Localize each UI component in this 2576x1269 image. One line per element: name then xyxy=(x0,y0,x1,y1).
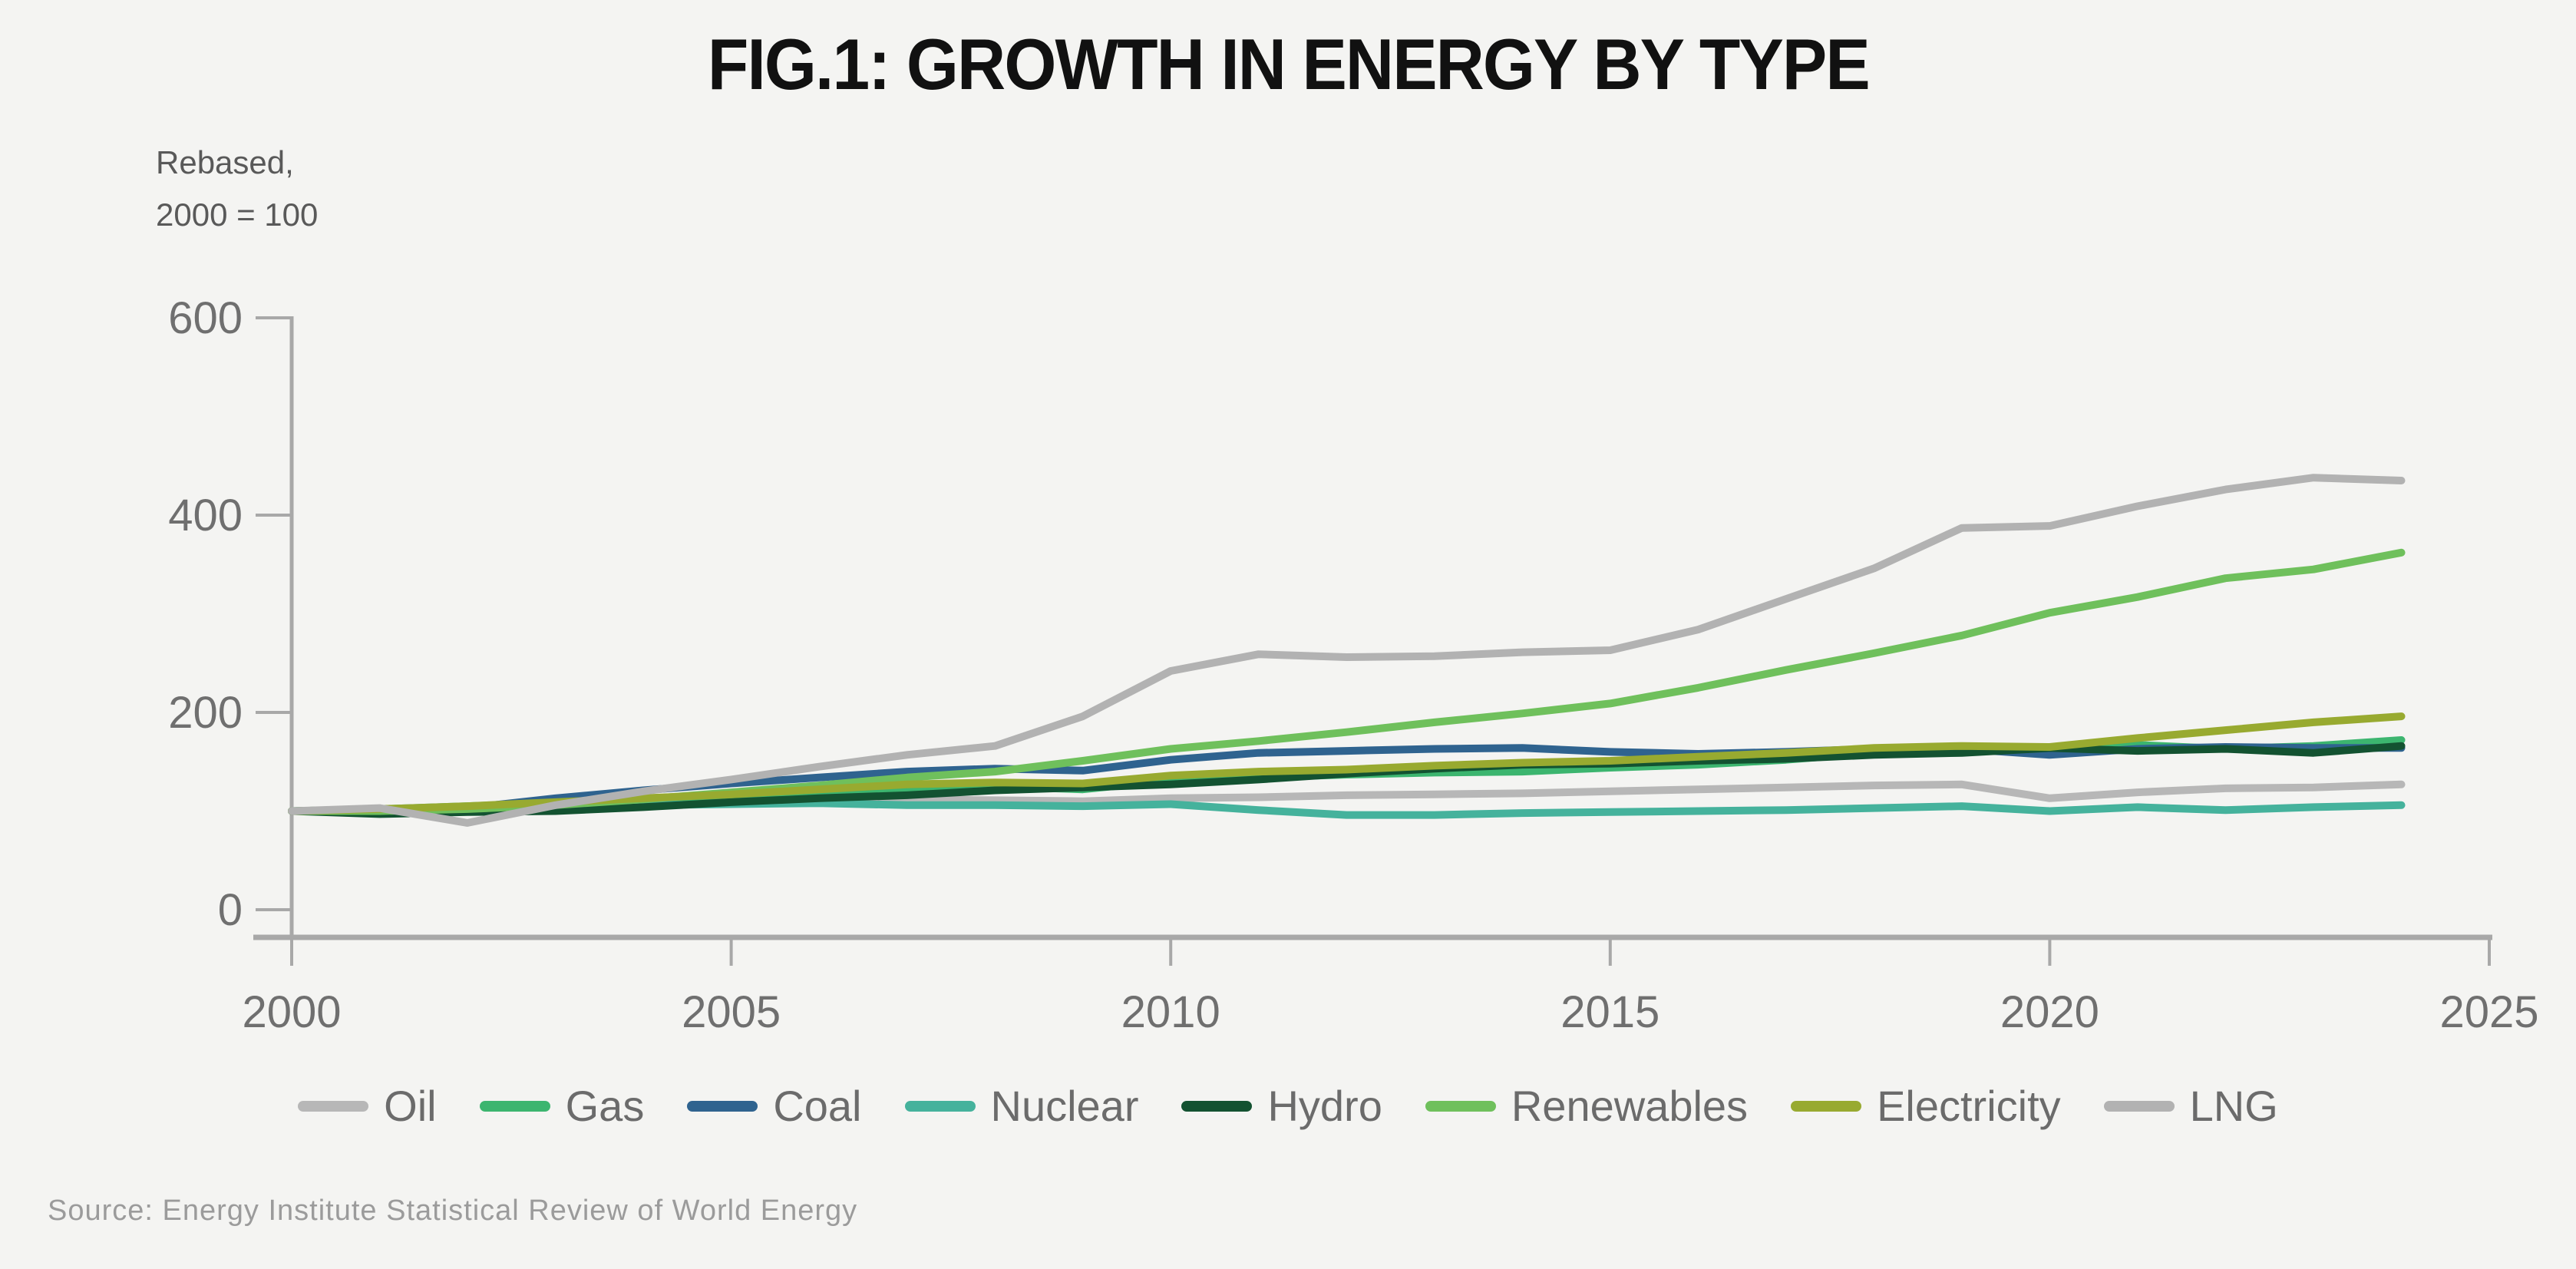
legend-item-coal: Coal xyxy=(687,1081,862,1131)
y-axis-tick-label: 600 xyxy=(168,293,243,343)
x-axis-tick-label: 2010 xyxy=(1121,987,1220,1037)
legend-swatch-coal xyxy=(687,1100,758,1112)
series-line-lng xyxy=(288,474,2406,827)
source-note: Source: Energy Institute Statistical Rev… xyxy=(48,1195,858,1227)
series-line-electricity xyxy=(288,712,2406,815)
legend-item-gas: Gas xyxy=(479,1081,645,1131)
chart-title-text: FIG.1: GROWTH IN ENERGY BY TYPE xyxy=(707,24,1871,104)
legend-item-renewables: Renewables xyxy=(1425,1081,1748,1131)
legend-item-lng: LNG xyxy=(2103,1081,2278,1131)
y-axis-tick-label: 200 xyxy=(168,688,243,738)
y-axis-tick-label: 0 xyxy=(218,885,243,935)
legend-label-lng: LNG xyxy=(2189,1082,2278,1130)
y-axis-unit-note: Rebased, 2000 = 100 xyxy=(156,137,318,241)
legend-label-oil: Oil xyxy=(384,1082,437,1130)
legend-item-hydro: Hydro xyxy=(1181,1081,1382,1131)
x-axis-tick-label: 2025 xyxy=(2439,987,2538,1037)
legend-item-oil: Oil xyxy=(298,1081,437,1131)
legend-swatch-gas xyxy=(479,1100,550,1112)
x-axis-tick-label: 2000 xyxy=(242,987,341,1037)
legend-label-renewables: Renewables xyxy=(1511,1082,1749,1130)
legend-swatch-nuclear xyxy=(904,1100,976,1112)
x-axis-tick-label: 2005 xyxy=(682,987,781,1037)
legend-label-coal: Coal xyxy=(773,1082,862,1130)
y-axis-unit-note-line1: Rebased, xyxy=(156,144,294,180)
legend-swatch-renewables xyxy=(1425,1100,1496,1112)
legend-label-nuclear: Nuclear xyxy=(990,1082,1139,1130)
legend-label-hydro: Hydro xyxy=(1267,1082,1382,1130)
chart-title: FIG.1: GROWTH IN ENERGY BY TYPE xyxy=(0,23,2576,106)
legend-item-nuclear: Nuclear xyxy=(904,1081,1139,1131)
legend-label-electricity: Electricity xyxy=(1877,1082,2061,1130)
x-axis-tick-label: 2015 xyxy=(1560,987,1660,1037)
legend-swatch-oil xyxy=(298,1100,369,1112)
x-axis-tick-label: 2020 xyxy=(2000,987,2099,1037)
legend-label-gas: Gas xyxy=(565,1082,645,1130)
y-axis-tick-label: 400 xyxy=(168,491,243,540)
legend-swatch-electricity xyxy=(1791,1100,1862,1112)
legend-swatch-hydro xyxy=(1181,1100,1253,1112)
legend-swatch-lng xyxy=(2103,1100,2175,1112)
chart-legend: Oil Gas Coal Nuclear Hydro Renewables Electric… xyxy=(0,1081,2576,1131)
legend-item-electricity: Electricity xyxy=(1791,1081,2061,1131)
y-axis-unit-note-line2: 2000 = 100 xyxy=(156,197,319,233)
